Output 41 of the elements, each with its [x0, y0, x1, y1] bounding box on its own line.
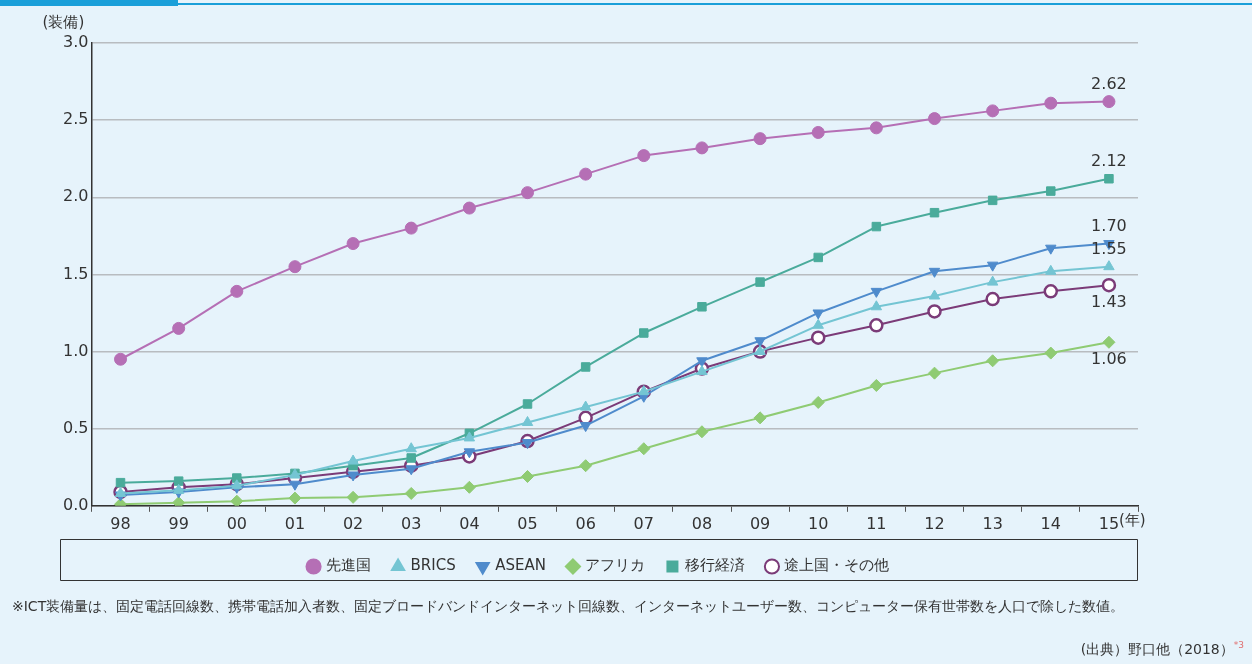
x-tick-label: 14 [1040, 513, 1061, 533]
x-tick-label: 10 [808, 513, 829, 533]
data-label: 1.43 [1091, 292, 1127, 312]
text: (出典）野口他（2018）$^{*3}$ [1080, 640, 1244, 659]
x-tick-label: 00 [226, 513, 247, 533]
x-tick-label: 07 [633, 513, 654, 533]
x-tick-label: 04 [459, 513, 480, 533]
y-tick-label: 1.0 [62, 340, 89, 360]
y-tick-label: 1.5 [62, 263, 89, 283]
x-tick-label: 06 [575, 513, 596, 533]
y-tick-label: 0.5 [62, 417, 89, 437]
text: ※ICT装備量は、固定電話回線数、携帯電話加入者数、固定ブロードバンドインターネット回線数、インターネットユーザー数、コンピューター保有世帯数を人口で除した数値。 [12, 597, 1126, 615]
x-tick-label: 99 [168, 513, 189, 533]
x-tick-label: 12 [924, 513, 945, 533]
x-tick-label: 08 [691, 513, 713, 533]
data-label: 1.70 [1091, 215, 1127, 235]
legend-label: 先進国 [326, 556, 372, 575]
x-axis-title: (年) [1118, 511, 1146, 530]
x-tick-label: 03 [401, 513, 422, 533]
x-tick-label: 09 [749, 513, 771, 533]
x-tick-label: 02 [342, 513, 364, 533]
legend-label: アフリカ [585, 556, 646, 575]
data-label: 1.06 [1091, 349, 1127, 369]
y-tick-label: 2.0 [62, 186, 89, 206]
x-tick-label: 05 [517, 513, 538, 533]
x-tick-label: 13 [982, 513, 1003, 533]
x-tick-label: 98 [110, 513, 131, 533]
data-label: 2.62 [1091, 73, 1127, 93]
y-tick-label: 3.0 [62, 32, 89, 52]
y-tick-label: 2.5 [62, 109, 89, 129]
legend-label: 移行経済 [684, 556, 745, 575]
legend-label: BRICS [410, 556, 456, 575]
x-tick-label: 01 [284, 513, 306, 533]
x-tick-label: 15 [1098, 513, 1120, 533]
data-label: 2.12 [1091, 150, 1127, 170]
y-tick-label: 0.0 [62, 494, 89, 514]
data-label: 1.55 [1091, 238, 1127, 258]
legend-label: 途上国・その他 [784, 556, 890, 575]
legend-label: ASEAN [495, 556, 546, 575]
x-tick-label: 11 [866, 513, 887, 533]
y-axis-title: (装備) [42, 13, 85, 32]
